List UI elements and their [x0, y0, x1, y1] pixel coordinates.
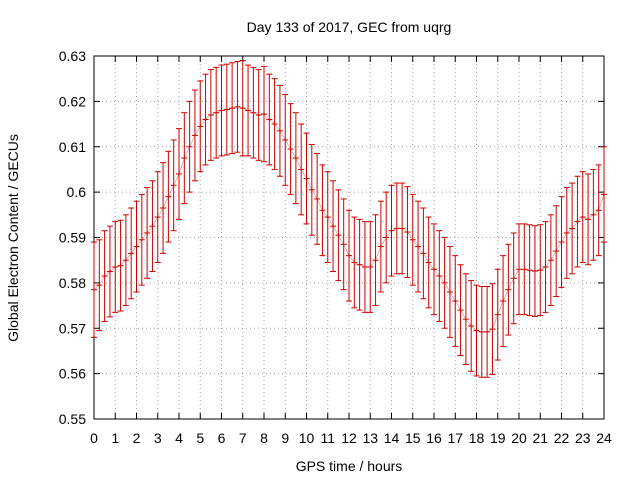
x-tick-label: 5	[196, 430, 204, 446]
x-tick-label: 3	[154, 430, 162, 446]
x-tick-label: 8	[260, 430, 268, 446]
x-tick-label: 6	[218, 430, 226, 446]
y-tick-label: 0.57	[59, 320, 86, 336]
x-tick-label: 4	[175, 430, 183, 446]
x-tick-label: 21	[532, 430, 548, 446]
y-tick-label: 0.61	[59, 139, 86, 155]
x-tick-label: 13	[362, 430, 378, 446]
x-tick-label: 1	[111, 430, 119, 446]
x-axis-label: GPS time / hours	[296, 458, 403, 474]
x-axis-ticks: 0 1 2 3 4 5 6 7 8 9 10 11 12 13 14 15 16 17 18 19 20 21 22 23 24	[90, 56, 612, 446]
x-tick-label: 22	[554, 430, 570, 446]
x-tick-label: 2	[133, 430, 141, 446]
x-tick-label: 24	[596, 430, 612, 446]
x-tick-label: 14	[384, 430, 400, 446]
y-tick-label: 0.63	[59, 48, 86, 64]
x-tick-label: 20	[511, 430, 527, 446]
x-tick-label: 12	[341, 430, 357, 446]
y-axis-label: Global Electron Content / GECUs	[5, 134, 21, 342]
y-tick-label: 0.58	[59, 275, 86, 291]
x-tick-label: 19	[490, 430, 506, 446]
series-line	[93, 106, 605, 333]
x-tick-label: 10	[299, 430, 315, 446]
x-tick-label: 0	[90, 430, 98, 446]
y-tick-label: 0.55	[59, 411, 86, 427]
x-tick-label: 16	[426, 430, 442, 446]
x-tick-label: 7	[239, 430, 247, 446]
x-tick-label: 9	[281, 430, 289, 446]
x-tick-label: 15	[405, 430, 421, 446]
y-tick-label: 0.6	[67, 184, 87, 200]
chart-title: Day 133 of 2017, GEC from uqrg	[247, 19, 452, 35]
y-tick-label: 0.62	[59, 93, 86, 109]
y-tick-label: 0.56	[59, 366, 86, 382]
gec-series	[91, 60, 607, 378]
x-tick-label: 17	[447, 430, 463, 446]
y-axis-ticks: 0.55 0.56 0.57 0.58 0.59 0.6 0.61 0.62 0.63	[59, 48, 604, 427]
x-tick-label: 23	[575, 430, 591, 446]
y-tick-label: 0.59	[59, 230, 86, 246]
x-tick-label: 11	[320, 430, 335, 446]
x-tick-label: 18	[469, 430, 485, 446]
